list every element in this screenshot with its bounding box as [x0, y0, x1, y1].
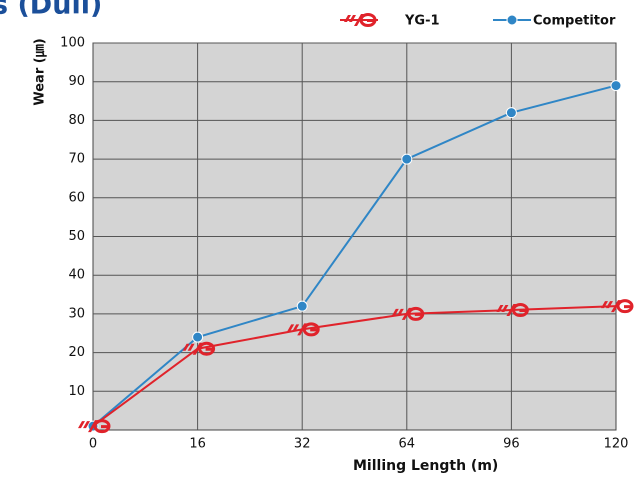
- logo-g-bar: [624, 305, 632, 309]
- logo-slash: [187, 343, 195, 351]
- y-axis-label: Wear (㎛): [33, 38, 48, 105]
- point: [496, 303, 529, 318]
- x-tick-label: 120: [604, 437, 629, 452]
- logo-slash: [501, 305, 509, 313]
- point: [391, 306, 425, 321]
- y-tick-label: 40: [68, 268, 85, 283]
- logo-slash: [601, 301, 608, 309]
- logo-g-bar: [310, 328, 319, 332]
- y-tick-label: 10: [68, 384, 85, 399]
- logo-slash: [182, 343, 190, 351]
- y-tick-label: 30: [68, 306, 85, 321]
- chart-title: s (Dull): [0, 0, 102, 21]
- logo-g: [511, 303, 529, 318]
- x-tick-label: 64: [399, 437, 416, 452]
- point: [78, 419, 111, 434]
- legend-marker: [506, 14, 518, 26]
- logo-g-bar: [205, 347, 214, 351]
- logo-slash: [606, 301, 613, 309]
- logo-slash: [78, 421, 85, 429]
- logo-slash: [391, 308, 399, 316]
- logo-slash: [83, 421, 90, 429]
- x-tick-label: 16: [189, 437, 206, 452]
- point: [182, 341, 216, 356]
- point: [601, 299, 634, 314]
- x-axis-label: Milling Length (m): [353, 458, 498, 474]
- y-tick-label: 70: [68, 152, 85, 167]
- legend-label: YG-1: [404, 14, 440, 29]
- point: [505, 107, 517, 119]
- series-line: [92, 84, 617, 427]
- legend-marker: [344, 13, 377, 27]
- logo-slash: [344, 15, 351, 22]
- point: [287, 322, 320, 337]
- point: [296, 300, 308, 312]
- logo-slash: [349, 15, 356, 22]
- y-tick-label: 90: [68, 74, 85, 89]
- y-tick-label: 100: [60, 36, 85, 51]
- logo-slash: [396, 308, 404, 316]
- point: [610, 80, 622, 92]
- logo-slash: [496, 305, 504, 313]
- x-tick-label: 0: [89, 437, 97, 452]
- logo-g-bar: [101, 425, 109, 429]
- logo-slash: [292, 324, 300, 332]
- y-tick-label: 60: [68, 190, 85, 205]
- point: [401, 153, 413, 165]
- x-tick-label: 32: [294, 437, 311, 452]
- logo-g-bar: [414, 312, 423, 316]
- legend-label: Competitor: [533, 14, 616, 29]
- y-tick-label: 20: [68, 345, 85, 360]
- logo-g-bar: [519, 309, 528, 313]
- x-tick-label: 96: [503, 437, 520, 452]
- logo-slash: [287, 324, 295, 332]
- point: [192, 331, 204, 343]
- logo-g-bar: [367, 19, 375, 22]
- y-tick-label: 80: [68, 113, 85, 128]
- y-tick-label: 50: [68, 229, 85, 244]
